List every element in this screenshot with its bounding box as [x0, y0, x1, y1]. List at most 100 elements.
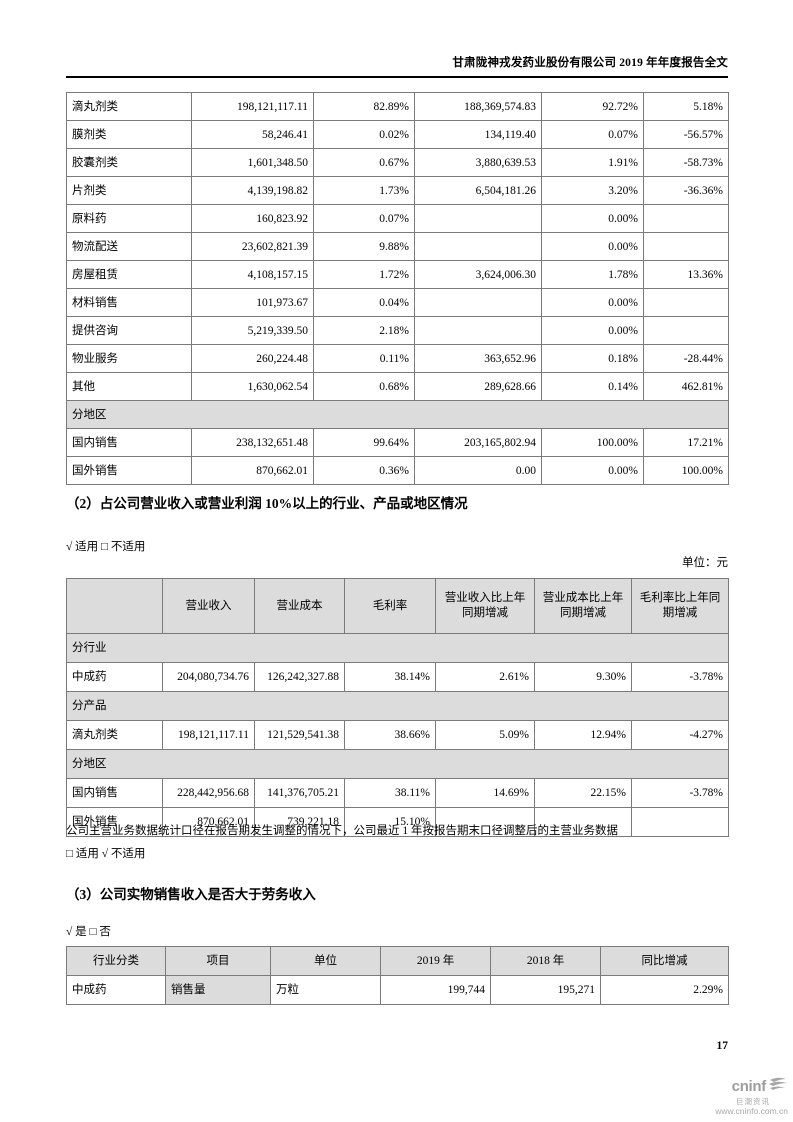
- cell-revenue-yoy: 14.69%: [435, 778, 535, 808]
- cell-2018: 195,271: [490, 975, 601, 1005]
- table-row: 中成药 204,080,734.76 126,242,327.88 38.14% 2.6…: [66, 662, 729, 692]
- column-header-4: 2018 年: [490, 946, 601, 976]
- cell-revenue: 238,132,651.48: [191, 428, 314, 457]
- column-header-0: [66, 578, 163, 634]
- cell-cost-pct: 0.14%: [541, 372, 644, 401]
- cell-yoy: -58.73%: [643, 148, 729, 177]
- cell-revenue: 160,823.92: [191, 204, 314, 233]
- table-row: 房屋租赁 4,108,157.15 1.72% 3,624,006.30 1.78% 13…: [66, 260, 729, 289]
- table-row: 中成药 销售量 万粒 199,744 195,271 2.29%: [66, 975, 729, 1005]
- cell-gross-margin: 38.14%: [344, 662, 436, 692]
- cell-yoy: 5.18%: [643, 92, 729, 121]
- cell-revenue: 1,601,348.50: [191, 148, 314, 177]
- table-row: 片剂类 4,139,198.82 1.73% 6,504,181.26 3.20% -36…: [66, 176, 729, 205]
- segment-10pct-table-wrapper: 营业收入 营业成本 毛利率 营业收入比上年 同期增减 营业成本比上年 同期增减 毛利率比上年同…: [66, 578, 729, 837]
- row-label: 国内销售: [66, 778, 163, 808]
- cell-yoy: [643, 288, 729, 317]
- cell-cost-pct: 1.91%: [541, 148, 644, 177]
- table-header-row: 营业收入 营业成本 毛利率 营业收入比上年 同期增减 营业成本比上年 同期增减 毛利率比上年同…: [66, 578, 729, 634]
- cell-margin-yoy: -3.78%: [631, 778, 729, 808]
- table-row: 物业服务 260,224.48 0.11% 363,652.96 0.18% -28.44…: [66, 344, 729, 373]
- cell-cost: [414, 204, 542, 233]
- table-row: 材料销售 101,973.67 0.04% 0.00%: [66, 288, 729, 317]
- column-header-2: 单位: [270, 946, 381, 976]
- row-label: 国内销售: [66, 428, 192, 457]
- column-header-line1: 营业成本比上年: [542, 592, 624, 604]
- table-row: 原料药 160,823.92 0.07% 0.00%: [66, 204, 729, 233]
- cell-margin-yoy: -3.78%: [631, 662, 729, 692]
- sales-volume-table: 行业分类 项目 单位 2019 年 2018 年同比增减 中成药 销售量 万粒 199,744…: [66, 946, 729, 1005]
- cell-revenue-pct: 2.18%: [313, 316, 415, 345]
- cell-cost: [414, 288, 542, 317]
- cell-cost: 141,376,705.21: [254, 778, 345, 808]
- cell-revenue: 101,973.67: [191, 288, 314, 317]
- cell-cost: 289,628.66: [414, 372, 542, 401]
- cell-revenue: 870,662.01: [162, 807, 255, 837]
- table-row: 物流配送 23,602,821.39 9.88% 0.00%: [66, 232, 729, 261]
- cell-revenue: 58,246.41: [191, 120, 314, 149]
- cell-revenue: 260,224.48: [191, 344, 314, 373]
- row-group-label: 分产品: [66, 691, 729, 721]
- cell-cost-pct: 0.00%: [541, 456, 644, 485]
- cell-cost: 188,369,574.83: [414, 92, 542, 121]
- cell-gross-margin: 38.11%: [344, 778, 436, 808]
- row-label: 国外销售: [66, 807, 163, 837]
- column-header-line1: 毛利率比上年同: [639, 592, 721, 604]
- cell-revenue-yoy: 5.09%: [435, 720, 535, 750]
- cell-cost-yoy: 12.94%: [534, 720, 632, 750]
- caliber-adjustment-note: 公司主营业务数据统计口径在报告期发生调整的情况下，公司最近 1 年按报告期末口径…: [66, 825, 618, 837]
- cell-margin-yoy: [631, 807, 729, 837]
- cell-industry: 中成药: [66, 975, 166, 1005]
- cell-item: 销售量: [165, 975, 271, 1005]
- cninfo-logo-cn: 巨潮资讯: [736, 1097, 770, 1106]
- cell-cost: 6,504,181.26: [414, 176, 542, 205]
- column-header-line1: 营业成本: [276, 599, 323, 612]
- cell-cost: 3,880,639.53: [414, 148, 542, 177]
- row-label: 房屋租赁: [66, 260, 192, 289]
- running-header: 甘肃陇神戎发药业股份有限公司 2019 年年度报告全文: [452, 57, 728, 69]
- cell-yoy: 462.81%: [643, 372, 729, 401]
- cell-yoy: -36.36%: [643, 176, 729, 205]
- column-header-line2: 期增减: [662, 607, 698, 619]
- cell-revenue: 870,662.01: [191, 456, 314, 485]
- cninfo-logo-row: cninf: [688, 1076, 788, 1097]
- cell-revenue-pct: 0.07%: [313, 204, 415, 233]
- cell-margin-yoy: -4.27%: [631, 720, 729, 750]
- row-label: 材料销售: [66, 288, 192, 317]
- table-row: 滴丸剂类 198,121,117.11 82.89% 188,369,574.83 92…: [66, 92, 729, 121]
- table-row: 国内销售 228,442,956.68 141,376,705.21 38.11% 14…: [66, 778, 729, 808]
- cell-unit: 万粒: [270, 975, 381, 1005]
- table-row: 膜剂类 58,246.41 0.02% 134,119.40 0.07% -56.57%: [66, 120, 729, 149]
- cell-yoy: 2.29%: [600, 975, 729, 1005]
- row-label: 片剂类: [66, 176, 192, 205]
- cell-yoy: 17.21%: [643, 428, 729, 457]
- cell-revenue-pct: 99.64%: [313, 428, 415, 457]
- segment-10pct-head: 营业收入 营业成本 毛利率 营业收入比上年 同期增减 营业成本比上年 同期增减 毛利率比上年同…: [66, 578, 729, 634]
- section-3-applicability: √ 是 □ 否: [66, 926, 111, 938]
- cell-cost-yoy: 9.30%: [534, 662, 632, 692]
- cell-cost: 203,165,802.94: [414, 428, 542, 457]
- segment-10pct-body: 分行业 中成药 204,080,734.76 126,242,327.88 38.14%…: [66, 633, 729, 837]
- column-header-2: 营业成本: [254, 578, 345, 634]
- column-header-0: 行业分类: [66, 946, 166, 976]
- cell-yoy: [643, 204, 729, 233]
- cell-cost: 3,624,006.30: [414, 260, 542, 289]
- cell-cost-pct: 0.00%: [541, 232, 644, 261]
- cell-cost: 739,221.18: [254, 807, 345, 837]
- cninfo-swirl-icon: [768, 1076, 788, 1097]
- row-group-label: 分地区: [66, 400, 729, 429]
- column-header-1: 项目: [165, 946, 271, 976]
- cell-cost: 0.00: [414, 456, 542, 485]
- row-label: 其他: [66, 372, 192, 401]
- cell-cost: [414, 316, 542, 345]
- cell-revenue-pct: 82.89%: [313, 92, 415, 121]
- table-row: 分产品: [66, 691, 729, 721]
- cell-yoy: -28.44%: [643, 344, 729, 373]
- cninfo-logo: cninf 巨潮资讯 www.cninfo.com.cn: [688, 1076, 788, 1116]
- column-header-3: 2019 年: [380, 946, 491, 976]
- section-2-heading: （2）占公司营业收入或营业利润 10%以上的行业、产品或地区情况: [66, 496, 468, 511]
- sales-volume-body: 中成药 销售量 万粒 199,744 195,271 2.29%: [66, 975, 729, 1005]
- table-row: 提供咨询 5,219,339.50 2.18% 0.00%: [66, 316, 729, 345]
- cell-cost: 121,529,541.38: [254, 720, 345, 750]
- column-header-line1: 毛利率: [372, 599, 408, 612]
